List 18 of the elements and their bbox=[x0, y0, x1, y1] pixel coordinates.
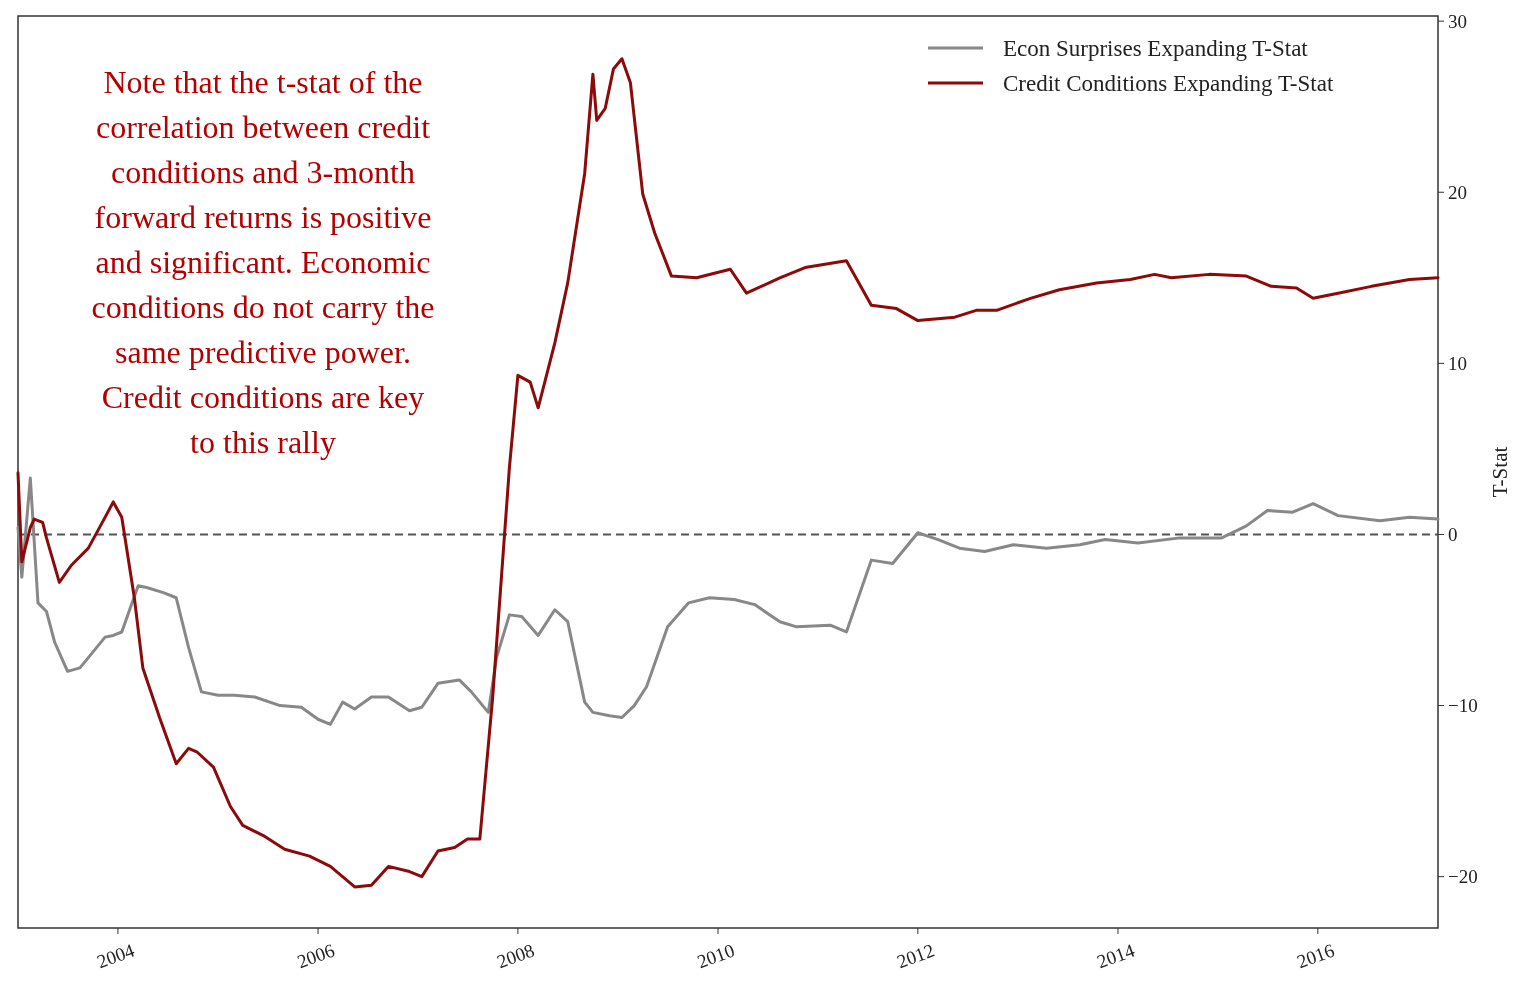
legend-label: Credit Conditions Expanding T-Stat bbox=[1003, 71, 1334, 97]
y-tick-label: 20 bbox=[1448, 181, 1467, 203]
line-series bbox=[16, 476, 1440, 726]
x-tick-label: 2016 bbox=[1294, 939, 1338, 973]
x-tick-label: 2004 bbox=[94, 939, 138, 973]
x-tick-label: 2006 bbox=[294, 939, 338, 973]
y-tick-label: 30 bbox=[1448, 10, 1467, 32]
y-tick-label: −20 bbox=[1448, 866, 1478, 888]
y-axis-title: T-Stat bbox=[1488, 446, 1512, 498]
text: Note that the t-stat of the correlation between credit conditions and 3-month forward returns is positive and significant. Economic conditions do not carry the same predictive power. Credit conditions are key to this rally bbox=[91, 64, 435, 460]
x-tick-label: 2014 bbox=[1094, 939, 1138, 973]
y-tick-label: 0 bbox=[1448, 524, 1458, 546]
y-tick-label: −10 bbox=[1448, 695, 1478, 717]
y-tick-label: 10 bbox=[1448, 353, 1467, 374]
x-tick-label: 2012 bbox=[894, 939, 938, 973]
x-tick-label: 2010 bbox=[694, 939, 738, 973]
legend-label: Econ Surprises Expanding T-Stat bbox=[1003, 36, 1309, 62]
x-tick-label: 2008 bbox=[494, 939, 538, 973]
